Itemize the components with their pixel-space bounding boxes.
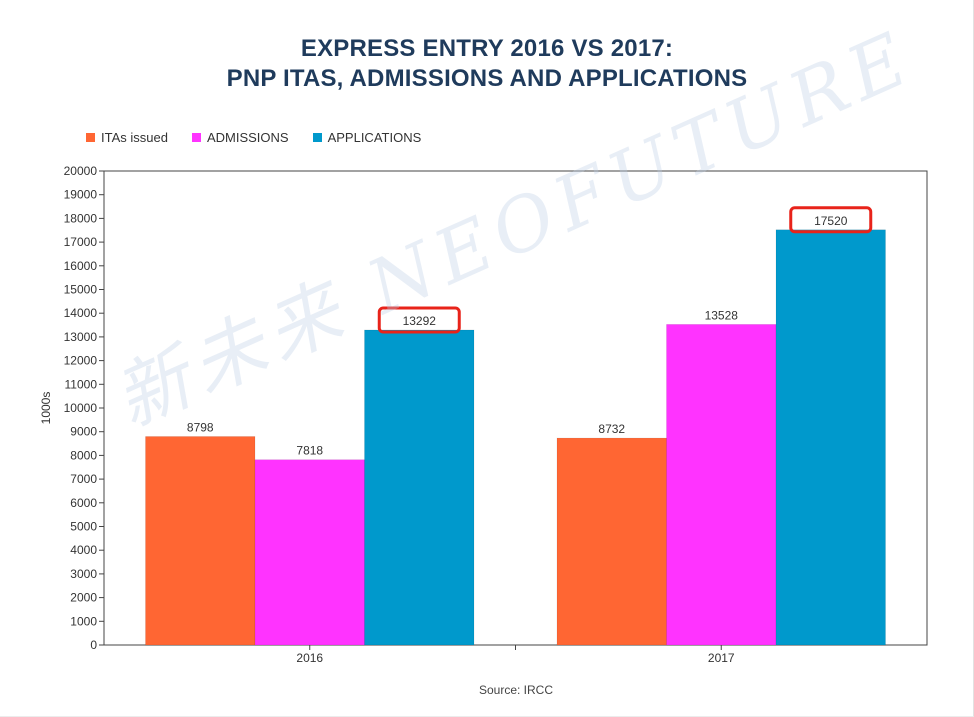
legend-label: ADMISSIONS (206, 129, 289, 145)
bar-itas-issued-2016 (145, 436, 256, 646)
source-note: Source: IRCC (478, 683, 554, 697)
legend-item: ITAs issued (86, 130, 168, 145)
y-tick-label: 8000 (70, 448, 97, 462)
y-tick-label: 4000 (70, 543, 97, 557)
y-tick-label: 14000 (64, 306, 98, 320)
y-tick-label: 11000 (65, 377, 98, 391)
y-tick-label: 15000 (64, 283, 98, 297)
highlight-box (789, 206, 873, 234)
bar-itas-issued-2017 (556, 437, 667, 646)
legend-swatch (86, 132, 95, 142)
chart-title-line-2: PNP ITAS, ADMISSIONS AND APPLICATIONS (226, 65, 748, 92)
legend-label: APPLICATIONS (327, 129, 422, 145)
chart-title: EXPRESS ENTRY 2016 VS 2017: PNP ITAS, AD… (0, 34, 974, 94)
legend-item: ADMISSIONS (191, 129, 289, 145)
y-tick-label: 5000 (70, 520, 97, 534)
data-label: 7818 (296, 444, 323, 458)
data-label: 17520 (814, 214, 848, 228)
bar-applications-2017 (775, 229, 886, 646)
y-tick-label: 20000 (64, 164, 98, 178)
y-tick-label: 10000 (64, 401, 98, 415)
chart-title-line-1: EXPRESS ENTRY 2016 VS 2017: (300, 35, 674, 62)
bar-applications-2016 (364, 329, 475, 646)
bar-admissions-2017 (666, 324, 777, 646)
legend-item: APPLICATIONS (312, 129, 422, 145)
y-tick-label: 7000 (70, 472, 97, 486)
x-tick-label: 2017 (708, 651, 735, 665)
y-axis-label: 1000s (39, 392, 53, 425)
y-tick-label: 13000 (64, 330, 98, 344)
y-tick-label: 18000 (64, 211, 98, 225)
legend-swatch (191, 132, 201, 142)
y-tick-label: 0 (90, 638, 97, 652)
y-tick-label: 17000 (64, 235, 98, 249)
legend-label: ITAs issued (101, 129, 168, 145)
y-tick-label: 1000 (70, 614, 97, 628)
y-tick-label: 3000 (70, 567, 97, 581)
highlight-box (377, 306, 461, 334)
y-tick-label: 16000 (64, 259, 98, 273)
chart-legend: ITAs issued ADMISSIONS APPLICATIONS (86, 129, 445, 145)
data-label: 8798 (187, 420, 214, 434)
data-label: 13528 (705, 308, 739, 322)
data-label: 13292 (403, 314, 437, 328)
y-tick-label: 12000 (64, 354, 98, 368)
legend-swatch (312, 132, 322, 142)
x-tick-label: 2016 (296, 651, 323, 665)
y-tick-label: 9000 (70, 425, 97, 439)
y-tick-label: 6000 (70, 496, 97, 510)
data-label: 8732 (598, 422, 625, 436)
bar-admissions-2016 (254, 459, 365, 646)
y-tick-label: 19000 (64, 188, 98, 202)
y-tick-label: 2000 (70, 591, 97, 605)
